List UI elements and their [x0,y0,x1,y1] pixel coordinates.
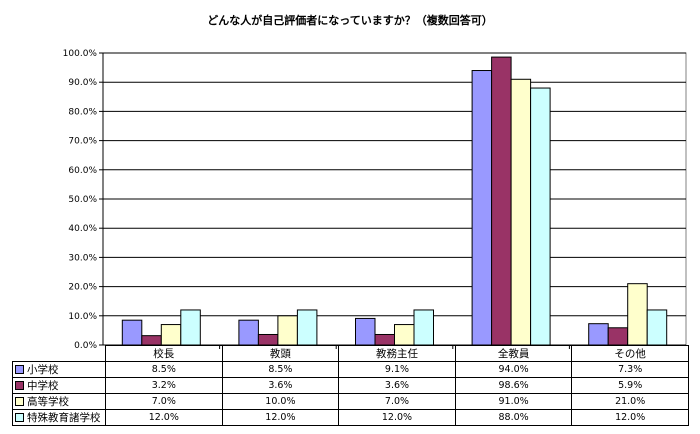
data-label: 21.0% [571,393,689,410]
legend-entry: 中学校 [12,377,106,394]
category-label: その他 [571,345,689,362]
table-row: 中学校 3.2% 3.6% 3.6% 98.6% 5.9% [12,377,689,394]
y-tick-label: 50.0% [68,195,97,205]
table-corner [12,345,106,362]
bar-1-4 [471,70,493,346]
bar-2-1 [141,335,162,346]
y-tick-label: 70.0% [68,137,97,147]
series-name: 特殊教育諸学校 [27,412,101,424]
data-label: 9.1% [338,361,456,378]
legend-key-icon [15,381,24,390]
category-label: 教頭 [221,345,340,362]
bar-2-4 [491,56,512,346]
legend-key-icon [15,365,24,374]
bar-3-4 [510,78,532,346]
bar-3-3 [394,324,415,346]
bar-4-3 [413,309,434,346]
y-tick-label: 60.0% [68,166,97,176]
data-label: 98.6% [454,377,573,394]
legend-entry: 特殊教育諸学校 [12,409,106,426]
table-header-row: 校長 教頭 教務主任 全教員 その他 [12,345,689,362]
data-label: 3.6% [221,377,340,394]
data-label: 94.0% [454,361,573,378]
data-label: 88.0% [454,409,573,426]
data-label: 8.5% [221,361,340,378]
table-row: 高等学校 7.0% 10.0% 7.0% 91.0% 21.0% [12,393,689,410]
legend-key-icon [15,397,24,406]
series-name: 高等学校 [27,396,69,408]
bar-4-1 [180,309,201,346]
bar-1-3 [355,317,376,346]
data-label: 91.0% [454,393,573,410]
data-label: 12.0% [571,409,689,426]
bar-3-5 [627,283,648,346]
y-tick-label: 10.0% [68,312,97,322]
bar-4-2 [296,309,318,346]
data-label: 7.0% [338,393,456,410]
data-label: 12.0% [221,409,340,426]
chart-title: どんな人が自己評価者になっていますか？（複数回答可） [207,14,493,27]
table-row: 小学校 8.5% 8.5% 9.1% 94.0% 7.3% [12,361,689,378]
category-label: 校長 [105,345,223,362]
y-tick-label: 100.0% [63,49,98,59]
bar-2-3 [374,333,395,346]
y-tick-label: 30.0% [68,253,97,263]
bar-3-1 [160,324,182,346]
data-label: 3.6% [338,377,456,394]
bar-4-5 [646,309,668,346]
data-label: 7.0% [105,393,223,410]
bar-4-4 [530,87,551,346]
bar-1-1 [121,319,143,346]
y-tick-label: 90.0% [68,78,97,88]
y-tick-label: 80.0% [68,107,97,117]
bar-2-5 [607,327,629,346]
data-label: 7.3% [571,361,689,378]
data-label: 5.9% [571,377,689,394]
bar-1-5 [588,323,609,346]
bar-2-2 [257,333,279,346]
series-name: 小学校 [27,364,59,376]
legend-entry: 小学校 [12,361,106,378]
category-label: 教務主任 [338,345,456,362]
bar-1-2 [238,319,259,346]
data-label: 3.2% [105,377,223,394]
data-label: 12.0% [338,409,456,426]
data-table: 校長 教頭 教務主任 全教員 その他 小学校 8.5% 8.5% 9.1% 94.0% 7.3% 中学… [12,345,689,426]
y-tick-label: 40.0% [68,224,97,234]
table-row: 特殊教育諸学校 12.0% 12.0% 12.0% 88.0% 12.0% [12,409,689,426]
legend-entry: 高等学校 [12,393,106,410]
data-label: 10.0% [221,393,340,410]
category-label: 全教員 [454,345,573,362]
data-label: 12.0% [105,409,223,426]
y-tick-label: 20.0% [68,283,97,293]
data-label: 8.5% [105,361,223,378]
legend-key-icon [15,413,24,422]
series-name: 中学校 [27,380,59,392]
bar-3-2 [277,315,298,346]
